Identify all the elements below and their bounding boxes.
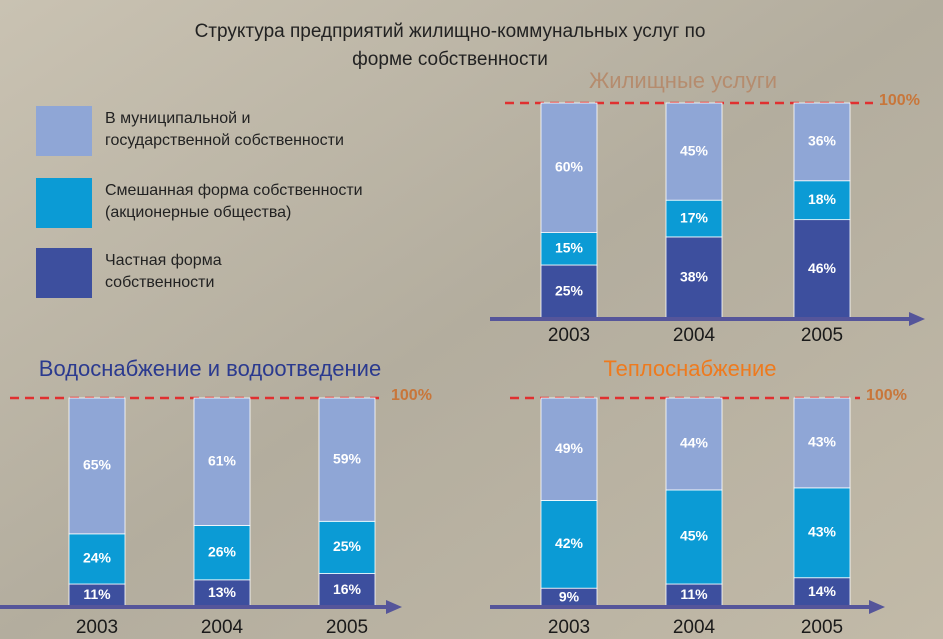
bar-segment (193, 525, 251, 581)
value-label: 25% (555, 283, 584, 299)
value-label: 24% (83, 550, 112, 566)
legend-label: Частная форма собственности (105, 252, 222, 291)
value-label: 43% (808, 524, 837, 540)
axis-arrow (909, 312, 925, 326)
value-label: 36% (808, 133, 837, 149)
value-label: 15% (555, 240, 584, 256)
value-label: 46% (808, 260, 837, 276)
bar-segment (68, 397, 126, 535)
legend-swatch (36, 178, 92, 228)
value-label: 16% (333, 581, 362, 597)
value-label: 45% (680, 142, 709, 158)
x-tick-label: 2004 (673, 617, 716, 638)
value-label: 14% (808, 583, 837, 599)
x-tick-label: 2004 (201, 617, 244, 638)
value-label: 11% (83, 586, 111, 602)
x-tick-label: 2003 (548, 617, 590, 638)
bar-segment (540, 500, 598, 589)
legend-swatch (36, 248, 92, 298)
value-label: 11% (680, 586, 708, 602)
value-label: 13% (208, 584, 237, 600)
bar-segment (318, 397, 376, 522)
x-tick-label: 2005 (801, 325, 843, 346)
bar-segment (793, 397, 851, 489)
value-label: 38% (680, 269, 709, 285)
value-label: 59% (333, 450, 362, 466)
value-label: 25% (333, 538, 362, 554)
bar-segment (793, 577, 851, 608)
chart-title: Жилищные услуги (589, 68, 777, 93)
bar-segment (665, 199, 723, 238)
value-label: 60% (555, 159, 584, 175)
value-label: 43% (808, 434, 837, 450)
reference-label: 100% (866, 387, 907, 404)
x-tick-label: 2003 (548, 325, 590, 346)
bar-segment (793, 487, 851, 579)
value-label: 9% (559, 588, 580, 604)
bar-segment (665, 102, 723, 201)
bar-segment (665, 489, 723, 585)
value-label: 65% (83, 457, 112, 473)
bar-segment (540, 397, 598, 501)
value-label: 26% (208, 543, 237, 559)
bar-segment (68, 533, 126, 585)
bar-segment (318, 520, 376, 574)
x-tick-label: 2004 (673, 325, 716, 346)
bar-segment (540, 232, 598, 266)
x-tick-label: 2005 (801, 617, 843, 638)
bar-segment (793, 219, 851, 320)
value-label: 49% (555, 440, 584, 456)
bar-segment (793, 180, 851, 221)
legend-swatch (36, 106, 92, 156)
value-label: 61% (208, 452, 237, 468)
bar-segment (193, 397, 251, 526)
reference-label: 100% (391, 387, 432, 404)
axis-arrow (386, 600, 402, 614)
reference-label: 100% (879, 92, 920, 109)
chart-title: Водоснабжение и водоотведение (39, 356, 381, 381)
x-tick-label: 2003 (76, 617, 118, 638)
axis-arrow (869, 600, 885, 614)
legend-label: В муниципальной и государственной собств… (105, 110, 344, 149)
value-label: 42% (555, 535, 584, 551)
chart-title: Теплоснабжение (603, 356, 776, 381)
value-label: 17% (680, 209, 709, 225)
value-label: 44% (680, 435, 709, 451)
value-label: 18% (808, 191, 837, 207)
bar-segment (540, 102, 598, 234)
legend-label: Смешанная форма собственности (акционерн… (105, 182, 363, 221)
bar-segment (793, 102, 851, 182)
page-title: Структура предприятий жилищно-коммунальн… (194, 21, 706, 70)
value-label: 45% (680, 528, 709, 544)
bar-segment (665, 236, 723, 320)
bar-segment (665, 397, 723, 491)
bar-segment (318, 573, 376, 608)
x-tick-label: 2005 (326, 617, 368, 638)
